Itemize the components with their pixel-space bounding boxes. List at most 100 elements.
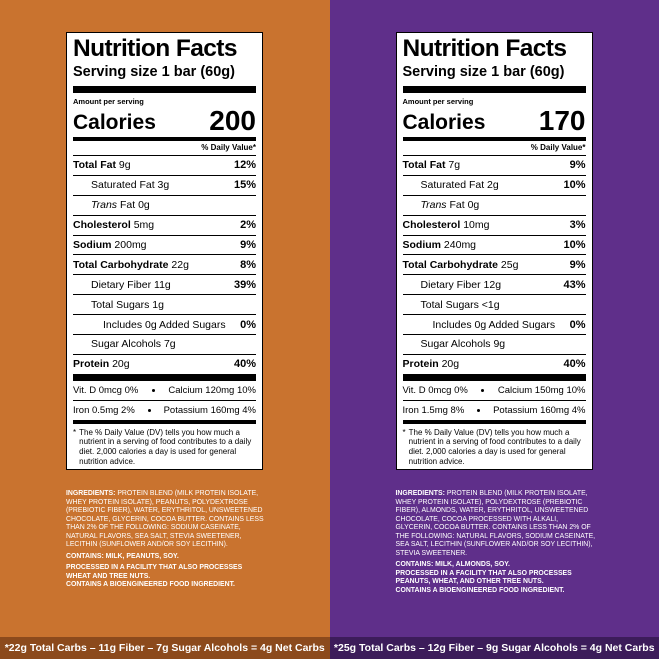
ingredients-block: INGREDIENTS: PROTEIN BLEND (MILK PROTEIN… [396,490,596,595]
calories-row: Calories 200 [73,107,256,141]
carbohydrate-label: Total Carbohydrate [402,258,498,271]
calcium: Calcium 120mg 10% [168,384,256,396]
added-sugars-row: Includes 0g Added Sugars 0% [73,315,256,336]
separator-dot-icon [481,388,485,392]
bioengineered-statement: CONTAINS A BIOENGINEERED FOOD INGREDIENT… [395,586,565,594]
cholesterol-amount: 5mg [133,219,155,232]
fiber-label: Dietary Fiber 12g [420,278,502,291]
nutrition-label: Nutrition Facts Serving size 1 bar (60g)… [395,32,593,471]
total-fat-amount: 9g [118,159,131,172]
net-carbs-text: *25g Total Carbs – 12g Fiber – 9g Sugar … [333,642,655,654]
label-title: Nutrition Facts [402,35,567,62]
sodium-dv: 10% [563,239,586,251]
contains-statement: CONTAINS: MILK, ALMONDS, SOY. [395,561,510,568]
sodium-row: Sodium 240mg 10% [402,236,586,256]
fiber-row: Dietary Fiber 12g 43% [402,275,586,296]
daily-value-footnote: * The % Daily Value (DV) tells you how m… [73,424,256,469]
total-fat-label: Total Fat [73,159,116,172]
fiber-row: Dietary Fiber 11g 39% [73,275,256,296]
added-sugars-dv: 0% [569,318,586,331]
cholesterol-label: Cholesterol [402,219,461,232]
protein-row: Protein 20g 40% [73,355,256,381]
total-sugars-label: Total Sugars <1g [420,298,500,311]
cholesterol-amount: 10mg [463,219,490,232]
carbohydrate-dv: 8% [240,258,256,271]
daily-value-header: % Daily Value* [402,141,586,156]
carbohydrate-amount: 25g [500,258,519,271]
footnote-star: * [402,427,406,437]
total-fat-dv: 12% [233,159,256,172]
carbohydrate-row: Total Carbohydrate 25g 9% [402,255,586,276]
ingredients-text: PROTEIN BLEND (MILK PROTEIN ISOLATE, WHE… [66,490,264,548]
ingredients-label: INGREDIENTS: [66,490,116,497]
bioengineered-statement: CONTAINS A BIOENGINEERED FOOD INGREDIENT… [66,581,235,588]
total-fat-row: Total Fat 9g 12% [73,156,256,176]
sugar-alcohols-label: Sugar Alcohols 7g [91,338,176,351]
trans-fat-label: Trans [420,199,447,212]
separator-dot-icon [151,388,155,392]
daily-value-footnote: * The % Daily Value (DV) tells you how m… [403,424,586,469]
total-sugars-row: Total Sugars 1g [73,295,256,316]
protein-amount: 20g [112,358,130,371]
added-sugars-label: Includes 0g Added Sugars [103,318,226,331]
added-sugars-label: Includes 0g Added Sugars [432,318,556,331]
facility-statement: PROCESSED IN A FACILITY THAT ALSO PROCES… [395,569,572,586]
added-sugars-row: Includes 0g Added Sugars 0% [402,315,586,336]
ingredients-text: PROTEIN BLEND (MILK PROTEIN ISOLATE, WHE… [395,490,596,557]
cholesterol-row: Cholesterol 10mg 3% [402,216,586,236]
total-fat-row: Total Fat 7g 9% [402,156,586,176]
fiber-dv: 43% [563,278,586,291]
total-sugars-label: Total Sugars 1g [91,298,164,311]
saturated-fat-row: Saturated Fat 2g 10% [402,176,586,196]
potassium: Potassium 160mg 4% [163,404,256,416]
sodium-label: Sodium [402,239,442,251]
footnote-text: The % Daily Value (DV) tells you how muc… [79,427,252,466]
total-fat-amount: 7g [448,159,461,172]
calories-label: Calories [402,111,486,134]
calcium: Calcium 150mg 10% [497,384,586,396]
saturated-fat-dv: 15% [233,179,256,192]
sugar-alcohols-row: Sugar Alcohols 9g [402,335,586,355]
contains-statement: CONTAINS: MILK, PEANUTS, SOY. [66,552,179,560]
trans-fat-row: Trans Fat 0g [402,196,586,216]
footnote-text: The % Daily Value (DV) tells you how muc… [408,427,581,466]
facility-statement: PROCESSED IN A FACILITY THAT ALSO PROCES… [66,564,243,580]
ingredients-label: INGREDIENTS: [395,490,445,497]
fiber-label: Dietary Fiber 11g [91,278,171,291]
protein-amount: 20g [441,358,460,371]
right-panel: Nutrition Facts Serving size 1 bar (60g)… [329,0,659,659]
iron: Iron 0.5mg 2% [73,404,135,416]
separator-dot-icon [147,408,151,412]
cholesterol-row: Cholesterol 5mg 2% [73,216,256,236]
net-carbs-text: *22g Total Carbs – 11g Fiber – 7g Sugar … [4,642,325,654]
net-carbs-bar: *22g Total Carbs – 11g Fiber – 7g Sugar … [0,637,330,659]
net-carbs-bar: *25g Total Carbs – 12g Fiber – 9g Sugar … [329,637,659,659]
carbohydrate-amount: 22g [171,258,189,271]
saturated-fat-label: Saturated Fat 2g [420,179,499,192]
protein-row: Protein 20g 40% [402,355,586,381]
calories-row: Calories 170 [402,107,586,141]
calories-label: Calories [73,111,156,134]
trans-fat-amount: Fat 0g [119,199,150,212]
vitamin-row-2: Iron 1.5mg 8% Potassium 160mg 4% [402,401,586,424]
vitamin-row-2: Iron 0.5mg 2% Potassium 160mg 4% [73,401,256,424]
saturated-fat-dv: 10% [563,179,586,192]
saturated-fat-row: Saturated Fat 3g 15% [73,176,256,196]
carbohydrate-row: Total Carbohydrate 22g 8% [73,255,256,276]
potassium: Potassium 160mg 4% [493,404,586,416]
cholesterol-dv: 3% [569,219,586,232]
sodium-dv: 9% [240,239,256,251]
carbohydrate-label: Total Carbohydrate [73,258,169,271]
daily-value-header: % Daily Value* [73,141,256,156]
saturated-fat-label: Saturated Fat 3g [91,179,170,192]
trans-fat-amount: Fat 0g [449,199,480,212]
sugar-alcohols-label: Sugar Alcohols 9g [420,338,506,351]
vitamin-d: Vit. D 0mcg 0% [402,384,468,396]
nutrition-label: Nutrition Facts Serving size 1 bar (60g)… [66,32,263,471]
serving-size: Serving size 1 bar (60g) [402,63,586,93]
cholesterol-label: Cholesterol [73,219,131,232]
iron: Iron 1.5mg 8% [402,404,465,416]
carbohydrate-dv: 9% [569,258,586,271]
fiber-dv: 39% [233,278,256,291]
